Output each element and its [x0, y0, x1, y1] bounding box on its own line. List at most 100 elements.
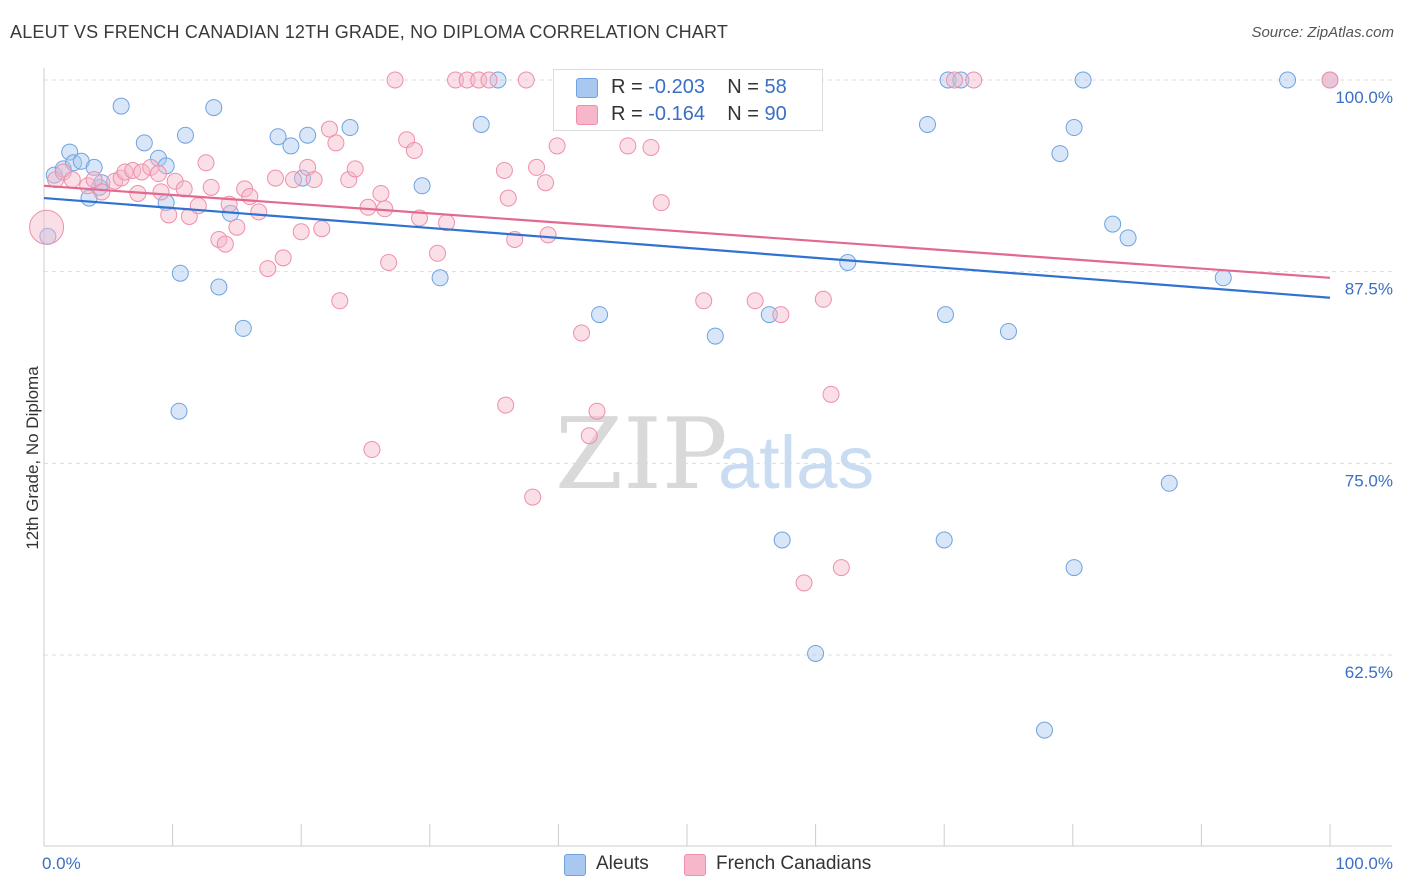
point-aleuts: [85, 158, 103, 176]
point-french-canadians: [305, 171, 323, 189]
bottom-legend-label-aleuts: Aleuts: [596, 853, 649, 874]
bottom-legend-label-french-canadians: French Canadians: [716, 853, 872, 874]
point-french-canadians: [327, 134, 345, 152]
legend-text-aleuts: R = -0.203 N = 58: [611, 76, 787, 99]
point-aleuts: [472, 115, 490, 133]
point-french-canadians: [495, 161, 513, 179]
point-french-canadians: [359, 198, 377, 216]
point-french-canadians: [216, 235, 234, 253]
point-aleuts: [1074, 71, 1092, 89]
legend-r-label: R =: [611, 76, 649, 98]
watermark-atlas: atlas: [718, 421, 874, 504]
point-aleuts: [341, 119, 359, 137]
point-aleuts: [760, 306, 778, 324]
point-aleuts: [234, 319, 252, 337]
point-aleuts: [839, 253, 857, 271]
point-french-canadians: [480, 71, 498, 89]
legend-swatch-french-canadians: [576, 105, 598, 125]
point-aleuts: [210, 278, 228, 296]
point-french-canadians: [202, 178, 220, 196]
y-axis-label: 12th Grade, No Diploma: [23, 366, 42, 550]
point-french-canadians: [346, 160, 364, 178]
bottom-legend-swatch-aleuts: [564, 854, 586, 876]
y-tick-label: 75.0%: [1345, 471, 1393, 490]
legend-r-label: R =: [611, 103, 649, 125]
legend-n-label: N =: [727, 103, 765, 125]
legend-r-value: -0.203: [648, 76, 705, 98]
legend-n-value: 90: [764, 103, 787, 125]
point-aleuts: [591, 306, 609, 324]
point-french-canadians: [642, 138, 660, 156]
point-french-canadians: [405, 142, 423, 160]
point-aleuts: [952, 71, 970, 89]
point-french-canadians: [228, 218, 246, 236]
chart-title: ALEUT VS FRENCH CANADIAN 12TH GRADE, NO …: [10, 22, 729, 42]
point-french-canadians: [124, 161, 142, 179]
point-french-canadians: [746, 292, 764, 310]
point-french-canadians: [29, 209, 65, 245]
point-french-canadians: [292, 223, 310, 241]
point-french-canadians: [266, 169, 284, 187]
point-french-canadians: [573, 324, 591, 342]
point-aleuts: [171, 264, 189, 282]
legend-n-label: N =: [727, 76, 765, 98]
point-french-canadians: [458, 71, 476, 89]
point-aleuts: [269, 128, 287, 146]
point-french-canadians: [537, 174, 555, 192]
point-french-canadians: [470, 71, 488, 89]
point-aleuts: [1279, 71, 1297, 89]
point-aleuts: [205, 99, 223, 117]
point-aleuts: [1160, 474, 1178, 492]
point-aleuts: [936, 306, 954, 324]
point-french-canadians: [528, 158, 546, 176]
point-aleuts: [61, 143, 79, 161]
point-aleuts: [431, 269, 449, 287]
point-french-canadians: [340, 171, 358, 189]
legend-swatch-aleuts: [576, 78, 598, 98]
point-aleuts: [1104, 215, 1122, 233]
point-french-canadians: [822, 385, 840, 403]
point-french-canadians: [241, 188, 259, 206]
point-french-canadians: [372, 184, 390, 202]
point-french-canadians: [259, 260, 277, 278]
trend-lines: [43, 184, 1331, 299]
point-aleuts: [1000, 322, 1017, 340]
point-french-canadians: [652, 194, 670, 212]
y-tick-label: 100.0%: [1335, 88, 1393, 107]
point-french-canadians: [85, 171, 103, 189]
point-aleuts: [1065, 119, 1083, 137]
point-french-canadians: [133, 163, 151, 181]
point-french-canadians: [965, 71, 983, 89]
tick-labels: 62.5% 75.0% 87.5% 100.0% 0.0% 100.0%: [42, 88, 1393, 873]
trend-line-aleuts: [43, 196, 1331, 299]
point-french-canadians: [250, 203, 268, 221]
point-french-canadians: [832, 559, 850, 577]
point-french-canadians: [499, 189, 517, 207]
point-french-canadians: [63, 171, 81, 189]
point-french-canadians: [548, 137, 566, 155]
legend-r-value: -0.164: [648, 103, 705, 125]
point-aleuts: [706, 327, 724, 345]
point-french-canadians: [429, 244, 447, 262]
point-french-canadians: [447, 71, 465, 89]
trend-line-french-canadians: [43, 184, 1331, 279]
point-aleuts: [299, 126, 317, 144]
point-french-canadians: [380, 253, 398, 271]
x-tick-label: 100.0%: [1335, 854, 1393, 873]
x-tick-label: 0.0%: [42, 854, 81, 873]
point-french-canadians: [580, 427, 598, 445]
point-french-canadians: [274, 249, 292, 267]
legend-n-value: 58: [764, 76, 787, 98]
point-aleuts: [489, 71, 507, 89]
point-french-canadians: [619, 137, 637, 155]
point-french-canadians: [313, 220, 331, 238]
point-french-canadians: [695, 292, 713, 310]
point-french-canadians: [814, 290, 832, 308]
point-french-canadians: [93, 183, 111, 201]
point-aleuts: [1065, 559, 1083, 577]
point-french-canadians: [320, 120, 338, 138]
point-french-canadians: [772, 306, 790, 324]
point-french-canadians: [386, 71, 404, 89]
point-french-canadians: [1321, 71, 1339, 89]
